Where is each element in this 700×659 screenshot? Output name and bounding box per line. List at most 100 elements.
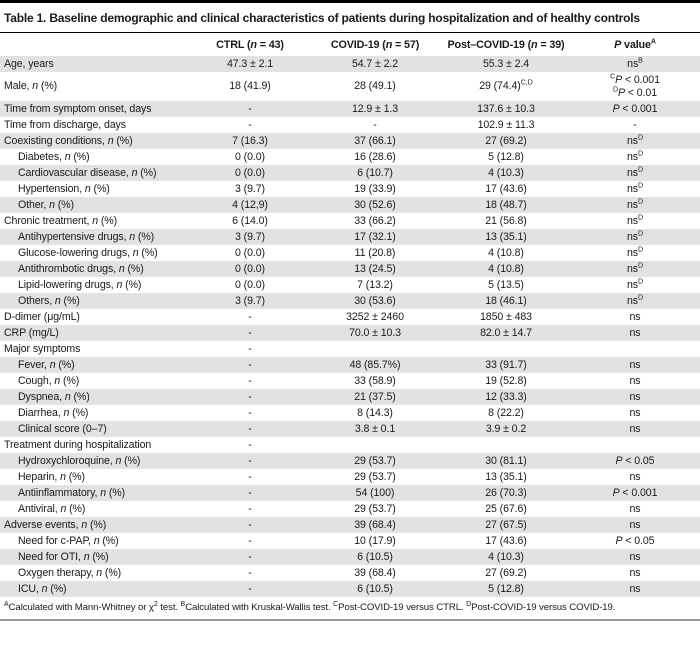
column-header-empty xyxy=(0,33,192,56)
cell-value: 5 (13.5) xyxy=(488,278,524,291)
cell-value: nsD xyxy=(626,165,644,179)
cell-value: - xyxy=(248,486,252,499)
cell-value: ns xyxy=(629,406,641,419)
row-label: Diarrhea, n (%) xyxy=(18,406,89,419)
cell-value: 33 (58.9) xyxy=(354,374,396,387)
cell-value: - xyxy=(248,422,252,435)
row-label: Clinical score (0–7) xyxy=(18,422,107,435)
cell-value: 18 (41.9) xyxy=(229,80,271,92)
table-row: Heparin, n (%) - 29 (53.7) 13 (35.1) ns xyxy=(0,469,700,485)
table-row: Adverse events, n (%) - 39 (68.4) 27 (67.5)… xyxy=(0,517,700,533)
cell-value: nsD xyxy=(626,133,644,147)
cell-value: 29 (53.7) xyxy=(354,454,396,467)
row-label: Treatment during hospitalization xyxy=(4,438,152,451)
cell-value: 19 (33.9) xyxy=(354,182,396,195)
cell-value: nsD xyxy=(626,261,644,275)
cell-value: 70.0 ± 10.3 xyxy=(349,326,401,339)
row-label: Cough, n (%) xyxy=(18,374,80,387)
table-row: Hypertension, n (%) 3 (9.7) 19 (33.9) 17 (4… xyxy=(0,181,700,197)
row-label: Fever, n (%) xyxy=(18,358,75,371)
cell-value: ns xyxy=(629,310,641,323)
column-header-covid19: COVID-19 (n = 57) xyxy=(330,38,420,51)
cell-value: 0 (0.0) xyxy=(235,262,265,275)
row-label: Coexisting conditions, n (%) xyxy=(4,134,133,147)
row-label: Major symptoms xyxy=(4,342,81,355)
table-footnote: ACalculated with Mann-Whitney or χ2 test… xyxy=(4,600,616,613)
table-header: CTRL (n = 43) COVID-19 (n = 57) Post–COV… xyxy=(0,33,700,56)
cell-value: 33 (66.2) xyxy=(354,214,396,227)
cell-value: nsD xyxy=(626,181,644,195)
cell-value: - xyxy=(248,582,252,595)
cell-value: P < 0.001 xyxy=(612,486,658,499)
column-header-p-value: P valueA xyxy=(614,37,656,51)
cell-value: nsD xyxy=(626,229,644,243)
cell-value: - xyxy=(248,358,252,371)
cell-value xyxy=(308,437,442,453)
cell-value: 3.9 ± 0.2 xyxy=(485,422,527,435)
cell-value: 4 (10.3) xyxy=(488,166,524,179)
column-header-post-covid19: Post–COVID-19 (n = 39) xyxy=(447,38,565,51)
cell-value: 27 (69.2) xyxy=(485,566,527,579)
cell-value: 47.3 ± 2.1 xyxy=(226,57,274,70)
table-bottom-rule xyxy=(0,619,700,621)
cell-value: 5 (12.8) xyxy=(488,150,524,163)
cell-value: P < 0.05 xyxy=(615,454,655,467)
row-label: CRP (mg/L) xyxy=(4,326,59,339)
table-row: Major symptoms - xyxy=(0,341,700,357)
column-header-ctrl: CTRL (n = 43) xyxy=(216,38,284,51)
cell-value: 39 (68.4) xyxy=(354,518,396,531)
cell-value xyxy=(570,341,700,357)
row-label: D-dimer (μg/mL) xyxy=(4,310,80,323)
table-row: Need for OTI, n (%) - 6 (10.5) 4 (10.3) ns xyxy=(0,549,700,565)
row-label: Other, n (%) xyxy=(18,198,74,211)
cell-value: ns xyxy=(629,422,641,435)
row-label: Age, years xyxy=(4,57,54,70)
cell-value: 3 (9.7) xyxy=(235,294,265,307)
table-row: Chronic treatment, n (%) 6 (14.0) 33 (66.2… xyxy=(0,213,700,229)
table-body: Age, years 47.3 ± 2.1 54.7 ± 2.2 55.3 ± 2.4… xyxy=(0,56,700,597)
cell-value: 6 (10.7) xyxy=(357,166,393,179)
row-label: Adverse events, n (%) xyxy=(4,518,107,531)
cell-value: P < 0.001 xyxy=(612,102,658,115)
cell-value: ns xyxy=(629,550,641,563)
table-row: Antihypertensive drugs, n (%) 3 (9.7) 17 (… xyxy=(0,229,700,245)
cell-value: ns xyxy=(629,566,641,579)
cell-value: - xyxy=(248,454,252,467)
row-label: Dyspnea, n (%) xyxy=(18,390,90,403)
row-label: Need for OTI, n (%) xyxy=(18,550,109,563)
cell-value: 6 (14.0) xyxy=(232,214,268,227)
table-row: Lipid-lowering drugs, n (%) 0 (0.0) 7 (13.… xyxy=(0,277,700,293)
header-row: CTRL (n = 43) COVID-19 (n = 57) Post–COV… xyxy=(0,33,700,56)
cell-value: 0 (0.0) xyxy=(235,166,265,179)
cell-value: 16 (28.6) xyxy=(354,150,396,163)
cell-value: 0 (0.0) xyxy=(235,246,265,259)
cell-value xyxy=(570,437,700,453)
row-label: ICU, n (%) xyxy=(18,582,67,595)
cell-value: ns xyxy=(629,518,641,531)
cell-value: 27 (69.2) xyxy=(485,134,527,147)
cell-value: - xyxy=(373,118,377,131)
baseline-characteristics-table: CTRL (n = 43) COVID-19 (n = 57) Post–COV… xyxy=(0,33,700,597)
cell-value: ns xyxy=(629,502,641,515)
table-row: Time from discharge, days - - 102.9 ± 11.3 - xyxy=(0,117,700,133)
cell-value: - xyxy=(248,390,252,403)
table-title: Table 1. Baseline demographic and clinic… xyxy=(0,3,700,33)
cell-value: 0 (0.0) xyxy=(235,278,265,291)
cell-value: 6 (10.5) xyxy=(357,582,393,595)
cell-value: 3252 ± 2460 xyxy=(346,310,404,323)
table-row: Fever, n (%) - 48 (85.7%) 33 (91.7) ns xyxy=(0,357,700,373)
cell-value: - xyxy=(633,118,637,131)
table-row: Cough, n (%) - 33 (58.9) 19 (52.8) ns xyxy=(0,373,700,389)
cell-value: 37 (66.1) xyxy=(354,134,396,147)
row-label: Others, n (%) xyxy=(18,294,80,307)
cell-value: 4 (10.8) xyxy=(488,246,524,259)
cell-value: - xyxy=(248,374,252,387)
table-row: Antiinflammatory, n (%) - 54 (100) 26 (70.3… xyxy=(0,485,700,501)
cell-value: - xyxy=(248,310,252,323)
table-row: Age, years 47.3 ± 2.1 54.7 ± 2.2 55.3 ± 2.4… xyxy=(0,56,700,72)
cell-value: ns xyxy=(629,390,641,403)
cell-value: nsD xyxy=(626,213,644,227)
cell-value: 48 (85.7%) xyxy=(349,358,401,371)
row-label: Hydroxychloroquine, n (%) xyxy=(18,454,141,467)
cell-value: 11 (20.8) xyxy=(354,246,396,259)
